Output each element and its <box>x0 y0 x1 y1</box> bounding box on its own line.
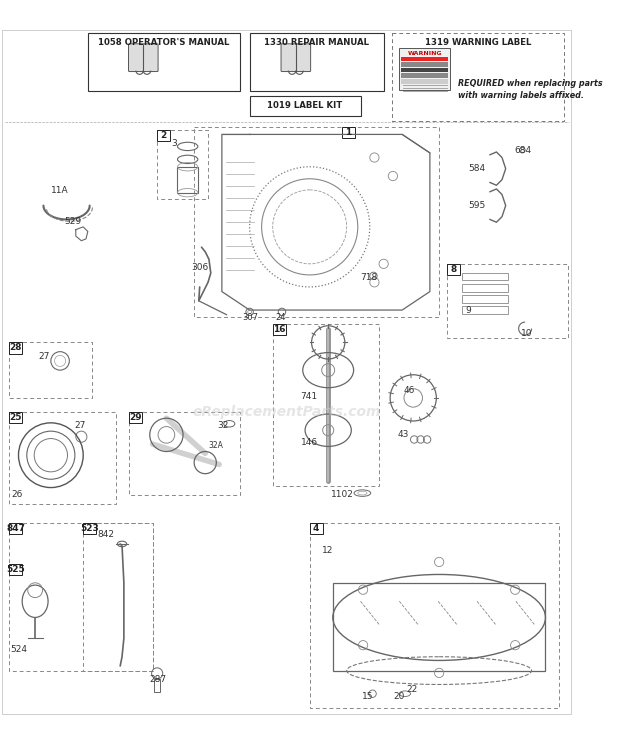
Text: 8: 8 <box>451 265 457 274</box>
Text: 15: 15 <box>363 692 374 701</box>
Text: 1: 1 <box>345 128 352 137</box>
Text: 32: 32 <box>217 421 229 430</box>
Text: 9: 9 <box>465 306 471 315</box>
Text: 22: 22 <box>407 684 418 693</box>
Text: 584: 584 <box>467 164 485 173</box>
Text: 16: 16 <box>273 325 285 334</box>
Bar <box>401 68 448 72</box>
Text: 26: 26 <box>11 490 22 498</box>
Bar <box>9 411 115 504</box>
Bar <box>177 167 198 193</box>
Text: 684: 684 <box>514 146 531 155</box>
Text: 146: 146 <box>301 437 317 446</box>
Bar <box>9 411 22 423</box>
Bar <box>9 342 22 353</box>
Bar <box>9 523 22 533</box>
Text: 32A: 32A <box>208 441 223 450</box>
Bar <box>250 95 361 116</box>
Bar <box>401 62 448 67</box>
Bar <box>463 307 508 314</box>
Bar <box>194 127 439 316</box>
FancyBboxPatch shape <box>281 44 311 71</box>
Bar <box>9 342 92 398</box>
Bar <box>392 33 564 121</box>
Text: 307: 307 <box>242 313 258 322</box>
Text: 2: 2 <box>161 131 167 140</box>
Bar <box>463 295 508 303</box>
Text: 523: 523 <box>81 524 99 533</box>
Bar <box>273 324 286 335</box>
Text: 1019 LABEL KIT: 1019 LABEL KIT <box>267 101 343 110</box>
Text: 11A: 11A <box>51 186 68 195</box>
Text: 29: 29 <box>130 413 142 422</box>
Text: 12: 12 <box>322 546 333 555</box>
Text: 306: 306 <box>192 263 208 272</box>
Text: 529: 529 <box>64 217 82 226</box>
Bar <box>401 74 448 78</box>
Text: REQUIRED when replacing parts
with warning labels affixed.: REQUIRED when replacing parts with warni… <box>458 79 602 100</box>
Text: 847: 847 <box>6 524 25 533</box>
Bar <box>9 523 153 670</box>
Bar <box>463 284 508 292</box>
Text: 3: 3 <box>171 139 177 148</box>
Text: 1319 WARNING LABEL: 1319 WARNING LABEL <box>425 39 531 48</box>
Text: 1102: 1102 <box>331 490 354 499</box>
Bar <box>333 583 546 670</box>
Bar <box>273 324 379 486</box>
Text: 46: 46 <box>404 386 415 395</box>
Bar <box>157 129 208 199</box>
Text: 595: 595 <box>467 202 485 211</box>
Text: 525: 525 <box>6 565 25 574</box>
Text: 524: 524 <box>10 645 27 654</box>
Bar <box>88 33 241 91</box>
Bar <box>448 264 568 338</box>
Text: 1058 OPERATOR'S MANUAL: 1058 OPERATOR'S MANUAL <box>98 39 229 48</box>
Bar <box>310 523 322 533</box>
Bar <box>157 129 170 141</box>
Text: eReplacementParts.com: eReplacementParts.com <box>192 405 381 419</box>
Bar <box>310 523 559 708</box>
Bar <box>83 523 153 670</box>
Bar <box>83 523 96 533</box>
Bar <box>463 273 508 280</box>
Text: 4: 4 <box>313 524 319 533</box>
Text: 27: 27 <box>74 421 86 430</box>
Text: 20: 20 <box>393 692 404 701</box>
Bar <box>130 411 241 495</box>
Text: 43: 43 <box>397 430 409 440</box>
Bar <box>401 79 448 83</box>
Text: 28: 28 <box>9 344 22 353</box>
Bar <box>154 679 160 692</box>
FancyBboxPatch shape <box>128 44 158 71</box>
Text: 1330 REPAIR MANUAL: 1330 REPAIR MANUAL <box>264 39 369 48</box>
Text: 842: 842 <box>97 530 114 539</box>
Text: 27: 27 <box>39 352 50 361</box>
Text: 287: 287 <box>150 676 167 684</box>
Bar <box>342 127 355 138</box>
Bar <box>448 264 461 275</box>
Text: 10: 10 <box>521 329 533 338</box>
Text: 718: 718 <box>361 273 378 282</box>
Bar <box>250 33 384 91</box>
Bar <box>401 57 448 61</box>
Bar <box>130 411 143 423</box>
Text: 24: 24 <box>275 313 286 322</box>
Bar <box>9 564 22 575</box>
Bar <box>399 48 450 90</box>
Text: WARNING: WARNING <box>407 51 442 56</box>
Text: 741: 741 <box>301 391 317 400</box>
Text: 25: 25 <box>9 413 22 422</box>
